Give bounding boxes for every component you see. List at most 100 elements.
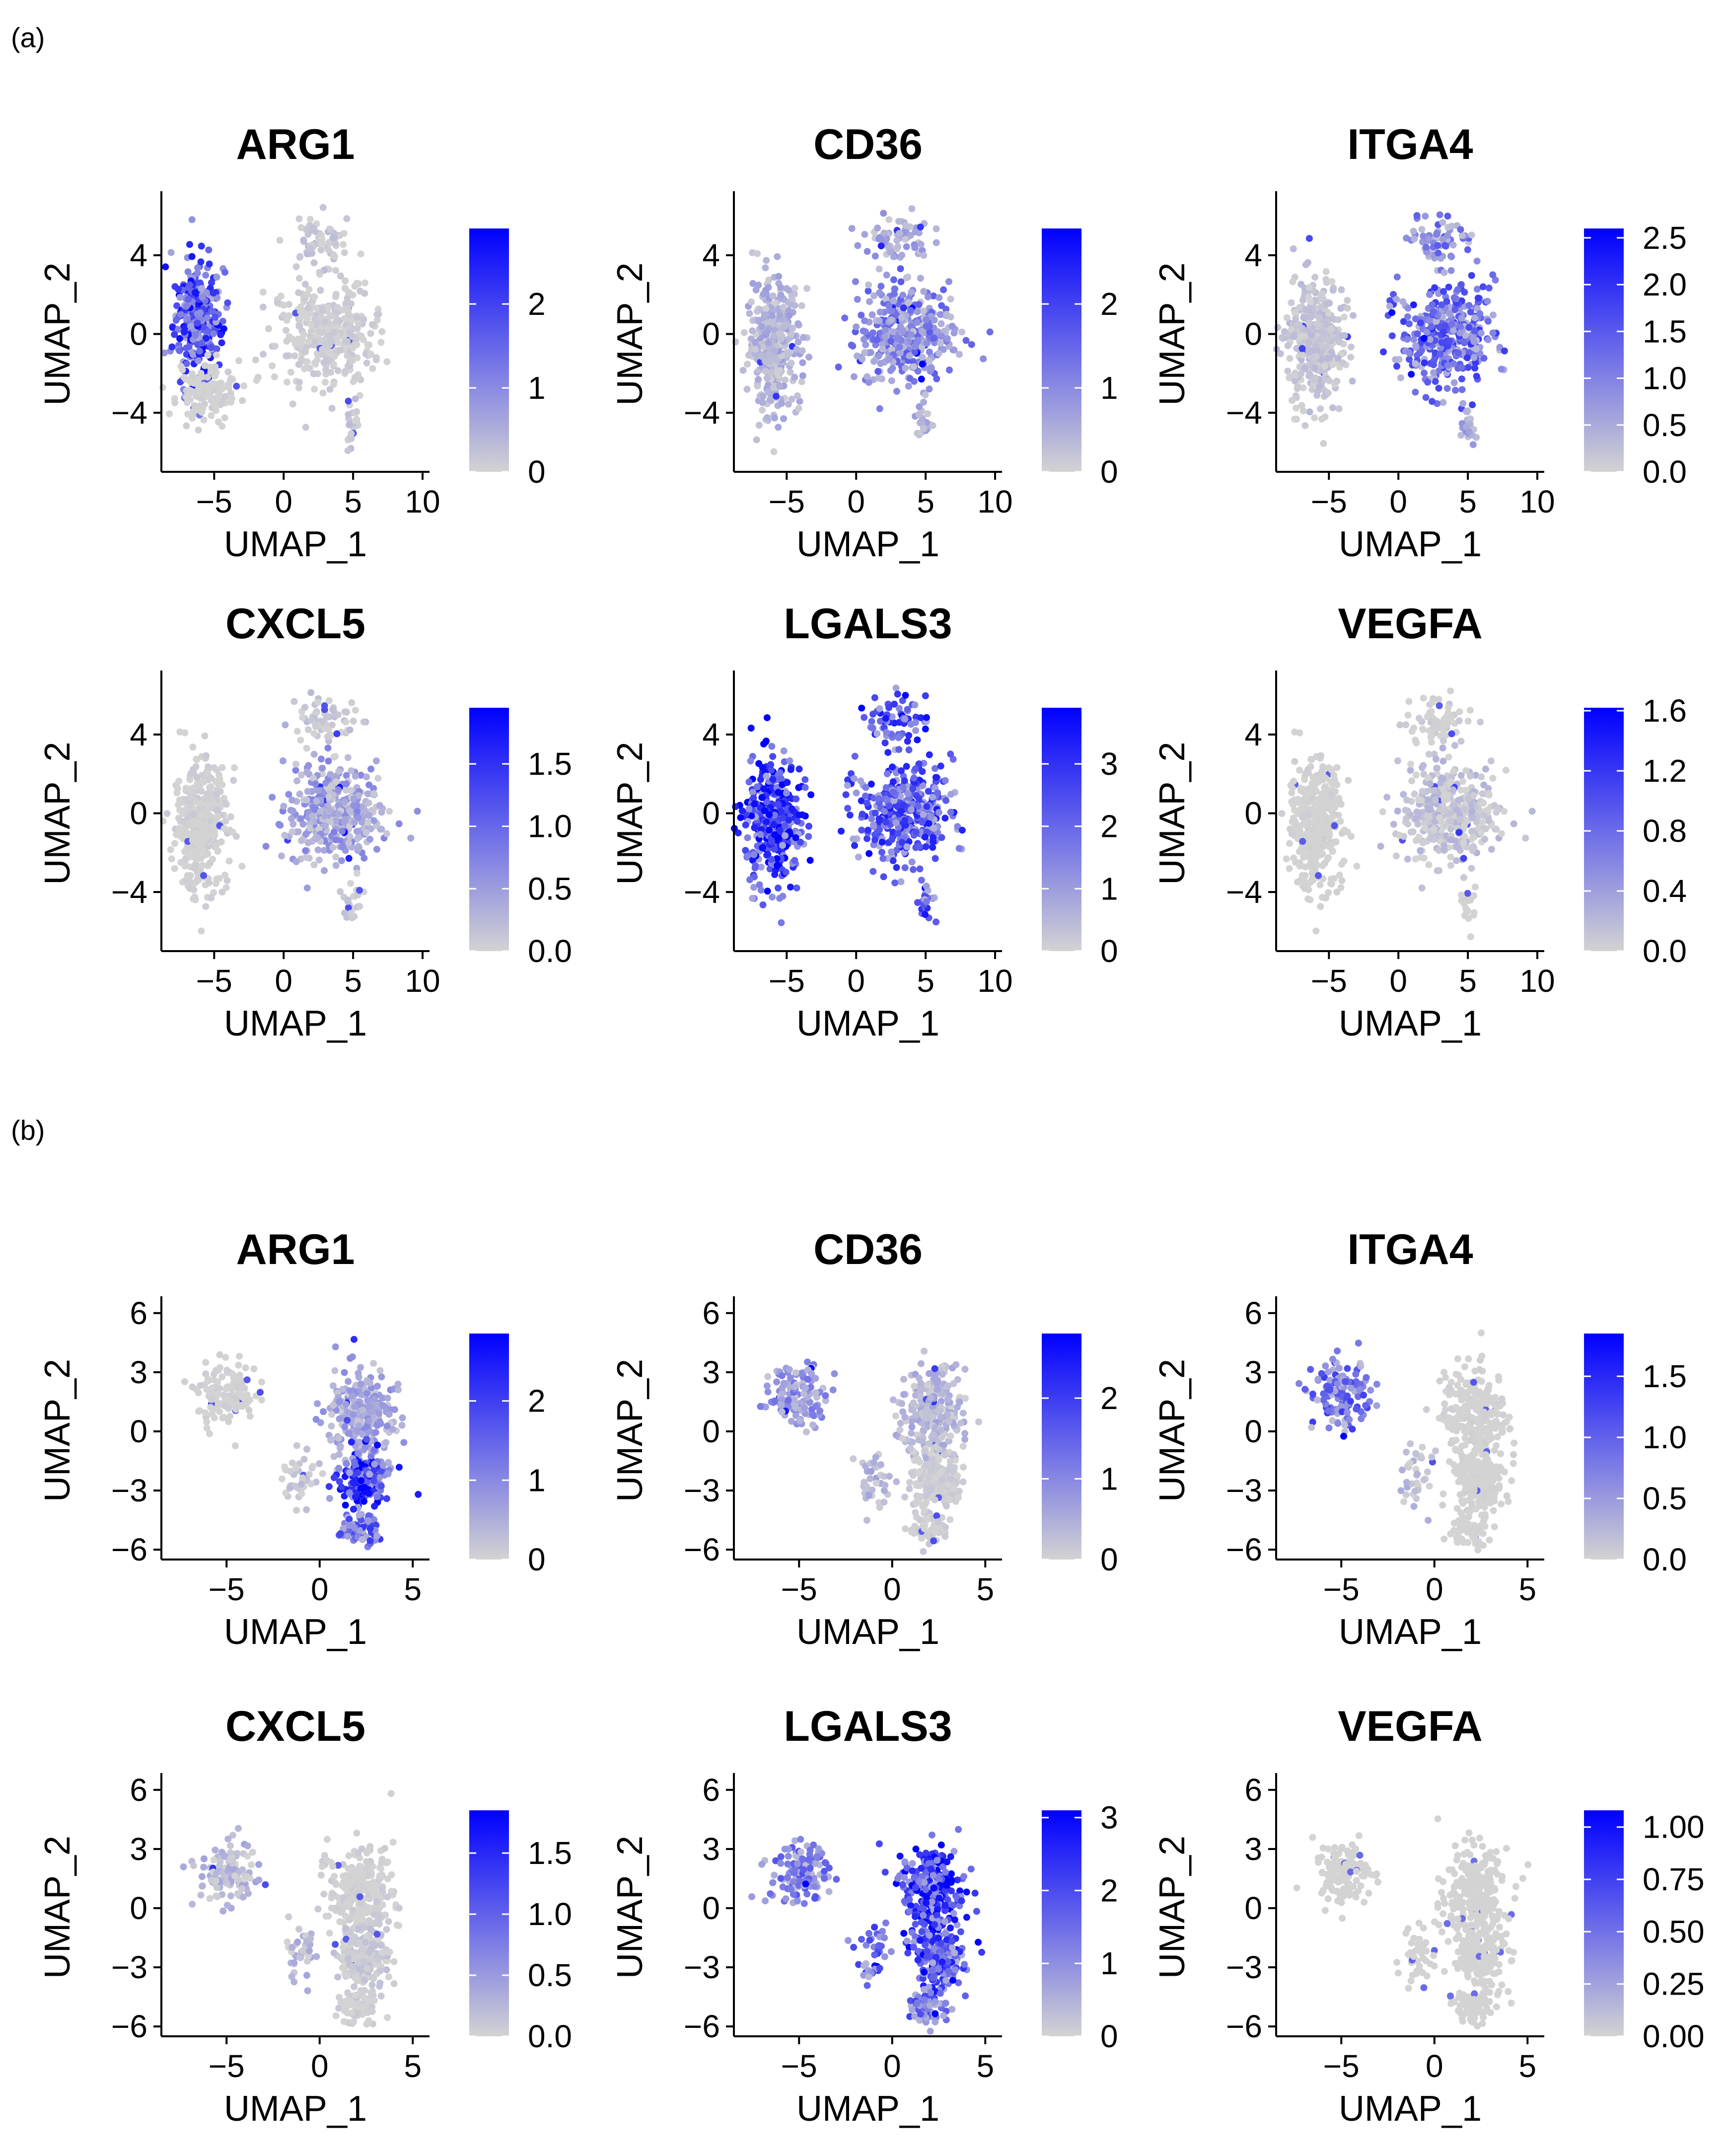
colorbar-tick-label: 2 bbox=[528, 286, 546, 322]
cell-point bbox=[894, 830, 902, 837]
cell-point bbox=[777, 292, 785, 299]
cell-point bbox=[889, 857, 897, 864]
cell-point bbox=[1319, 763, 1327, 770]
cell-point bbox=[195, 390, 203, 397]
cell-point bbox=[303, 291, 311, 298]
x-tick-label: −5 bbox=[196, 484, 232, 520]
cell-point bbox=[769, 292, 777, 299]
cell-point bbox=[414, 808, 421, 815]
cell-point bbox=[1430, 369, 1437, 376]
cell-point bbox=[865, 379, 872, 386]
cell-point bbox=[762, 305, 770, 312]
cell-point bbox=[920, 425, 928, 432]
cell-point bbox=[775, 424, 782, 431]
cell-point bbox=[861, 714, 868, 721]
cell-point bbox=[870, 292, 877, 299]
cell-point bbox=[182, 796, 190, 803]
cell-point bbox=[1313, 353, 1320, 360]
cell-point bbox=[1309, 795, 1316, 802]
cell-point bbox=[215, 418, 222, 426]
cell-point bbox=[219, 317, 226, 325]
cell-point bbox=[801, 776, 809, 783]
cell-point bbox=[763, 374, 771, 382]
cell-point bbox=[899, 292, 907, 299]
cell-point bbox=[326, 385, 334, 393]
cell-point bbox=[239, 397, 246, 404]
cell-point bbox=[199, 811, 207, 818]
cell-point bbox=[1331, 822, 1338, 829]
cell-point bbox=[759, 764, 766, 771]
cell-point bbox=[920, 398, 927, 406]
cell-point bbox=[177, 311, 185, 318]
y-tick-label: 0 bbox=[1244, 316, 1262, 352]
cell-point bbox=[862, 341, 869, 349]
cell-point bbox=[871, 836, 878, 843]
cell-point bbox=[886, 355, 893, 362]
cell-point bbox=[1452, 386, 1459, 394]
cell-point bbox=[749, 280, 757, 287]
cell-point bbox=[788, 359, 795, 367]
cell-point bbox=[947, 313, 954, 321]
cell-point bbox=[780, 415, 788, 422]
cell-point bbox=[352, 707, 359, 714]
cell-point bbox=[923, 883, 930, 890]
cell-point bbox=[879, 345, 886, 353]
cell-point bbox=[295, 289, 302, 297]
y-axis-title: UMAP_2 bbox=[1152, 262, 1192, 405]
cell-point bbox=[182, 375, 189, 383]
cell-point bbox=[293, 728, 301, 735]
cell-point bbox=[865, 850, 873, 857]
colorbar-tick-label: 3 bbox=[1100, 746, 1118, 782]
cell-point bbox=[916, 403, 923, 410]
cell-point bbox=[848, 225, 856, 232]
cell-point bbox=[309, 804, 317, 811]
y-axis-title: UMAP_2 bbox=[610, 742, 650, 885]
cell-point bbox=[200, 872, 207, 879]
cell-point bbox=[352, 395, 359, 403]
cell-point bbox=[161, 349, 168, 357]
cell-point bbox=[1307, 313, 1315, 321]
cell-point bbox=[938, 333, 945, 340]
cell-point bbox=[893, 237, 901, 244]
cell-point bbox=[945, 278, 952, 286]
cell-point bbox=[187, 322, 194, 330]
cell-point bbox=[338, 857, 345, 864]
cell-point bbox=[1313, 348, 1320, 355]
cell-point bbox=[306, 245, 314, 252]
cell-point bbox=[1290, 815, 1297, 822]
cell-point bbox=[294, 828, 302, 835]
cell-point bbox=[332, 778, 340, 785]
cell-point bbox=[911, 701, 919, 709]
cell-point bbox=[788, 331, 795, 338]
cell-point bbox=[207, 368, 215, 375]
cell-point bbox=[854, 242, 862, 249]
cell-point bbox=[171, 840, 178, 847]
cell-point bbox=[1440, 269, 1448, 276]
cell-point bbox=[860, 327, 867, 335]
cell-point bbox=[873, 336, 881, 344]
colorbar-tick-label: 2 bbox=[1100, 809, 1118, 844]
cell-point bbox=[212, 363, 219, 371]
colorbar bbox=[1042, 228, 1081, 472]
cell-point bbox=[1348, 343, 1355, 351]
cell-point bbox=[869, 868, 877, 875]
cell-point bbox=[1380, 348, 1387, 356]
cell-point bbox=[980, 355, 987, 363]
cell-point bbox=[304, 726, 312, 734]
cell-point bbox=[280, 301, 288, 309]
cell-point bbox=[764, 888, 771, 895]
cell-point bbox=[1315, 314, 1323, 321]
cell-point bbox=[889, 365, 896, 372]
cell-point bbox=[1344, 297, 1351, 304]
cell-point bbox=[862, 792, 869, 800]
cell-point bbox=[869, 329, 876, 337]
cell-point bbox=[1284, 368, 1292, 375]
y-tick-label: 0 bbox=[130, 796, 147, 831]
cell-point bbox=[859, 811, 866, 818]
cell-point bbox=[893, 864, 900, 871]
cell-point bbox=[920, 307, 927, 315]
cell-point bbox=[169, 324, 176, 331]
cell-point bbox=[1377, 843, 1384, 850]
cell-point bbox=[233, 833, 240, 840]
cell-point bbox=[1412, 315, 1419, 322]
